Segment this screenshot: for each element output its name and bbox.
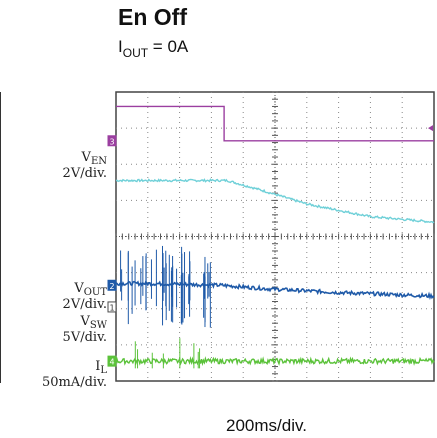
label-ven-scale: 2V/div. [62, 166, 107, 181]
label-il-sub: L [100, 365, 107, 376]
subtitle-prefix: I [118, 37, 123, 56]
subtitle-suffix: = 0A [148, 37, 189, 56]
channel-marker-label: 1 [109, 303, 114, 312]
scope-grid [115, 91, 435, 382]
label-ven-name: V [81, 150, 91, 165]
trace-v-out [115, 178, 435, 224]
chart-subtitle: IOUT = 0A [118, 37, 189, 60]
trace-v-en [116, 105, 434, 142]
label-il-scale: 50mA/div. [41, 375, 107, 390]
channel-marker-label: 2 [109, 282, 114, 291]
label-il: IL 50mA/div. [42, 359, 107, 390]
label-vout-name: V [74, 281, 84, 296]
chart-title: En Off [118, 4, 187, 30]
label-il-name: I [95, 359, 101, 374]
subtitle-subscript: OUT [122, 46, 149, 60]
trigger-marker [428, 125, 433, 132]
label-ven: VEN 2V/div. [63, 150, 107, 181]
label-vout: VOUT 2V/div. [63, 281, 107, 312]
channel-marker-label: 3 [109, 137, 114, 146]
label-vsw: VSW 5V/div. [63, 314, 107, 345]
label-vsw-name: V [80, 314, 90, 329]
label-ven-sub: EN [90, 156, 107, 167]
left-rule [0, 92, 1, 383]
label-vout-scale: 2V/div. [62, 297, 107, 312]
channel-markers: 3 2 1 4 [107, 135, 117, 367]
scope-traces [115, 105, 435, 369]
channel-marker-box [107, 279, 117, 291]
label-vsw-sub: SW [89, 320, 107, 331]
channel-marker-box [107, 135, 117, 147]
trace-i-l [115, 356, 435, 367]
channel-marker-label: 4 [109, 358, 114, 367]
label-vsw-scale: 5V/div. [62, 330, 107, 345]
x-axis-label: 200ms/div. [226, 416, 307, 435]
channel-marker-box [107, 355, 117, 367]
label-vout-sub: OUT [83, 287, 107, 298]
channel-marker-box [107, 301, 117, 313]
